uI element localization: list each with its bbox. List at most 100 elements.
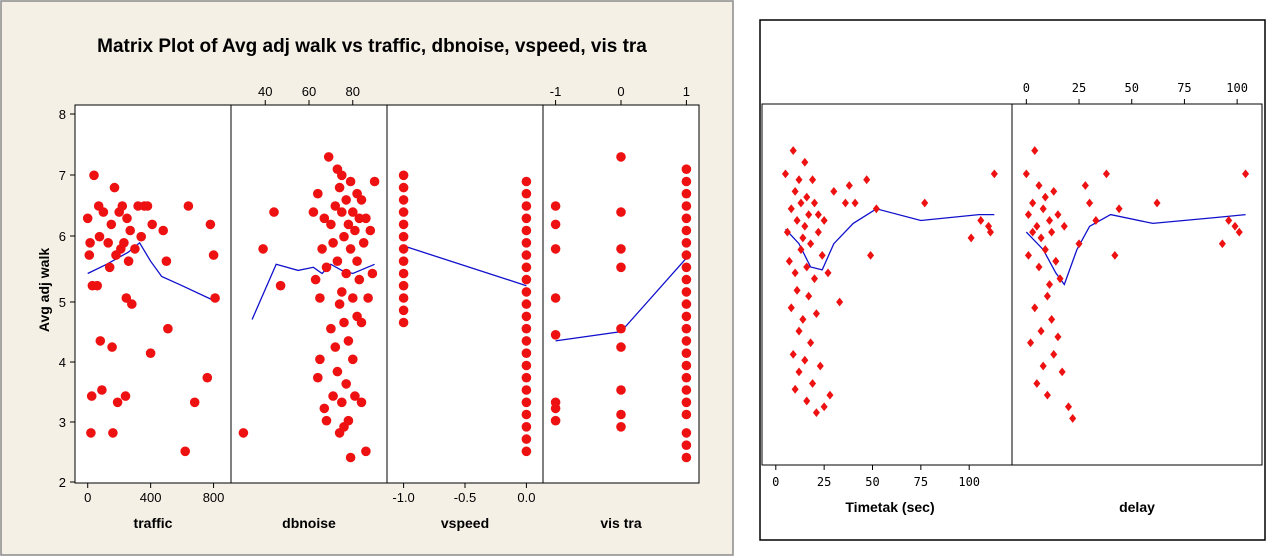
x-axis-label-traffic: traffic <box>134 515 173 531</box>
x-tick-label: 50 <box>1125 81 1139 95</box>
data-point <box>977 216 985 225</box>
data-point <box>783 227 791 237</box>
data-point <box>521 299 532 309</box>
data-point <box>681 250 692 260</box>
data-point <box>1045 216 1054 225</box>
data-point <box>550 330 561 340</box>
data-point <box>785 256 793 266</box>
data-point <box>269 207 279 217</box>
data-point <box>1024 250 1032 260</box>
data-point <box>210 293 220 303</box>
data-point <box>807 239 815 249</box>
data-point <box>339 231 349 242</box>
data-point <box>550 244 561 254</box>
data-point <box>117 201 128 211</box>
data-point <box>799 315 807 324</box>
data-point <box>341 379 352 389</box>
data-point <box>1022 169 1030 179</box>
data-point <box>1035 181 1043 190</box>
data-point <box>521 348 532 359</box>
data-point <box>967 233 975 243</box>
data-point <box>367 268 378 279</box>
data-point <box>616 422 626 432</box>
data-point <box>323 152 334 162</box>
data-point <box>681 397 692 408</box>
data-point <box>681 274 692 285</box>
data-point <box>313 372 323 383</box>
data-point <box>95 336 106 346</box>
data-point <box>202 372 213 383</box>
data-point <box>319 403 330 414</box>
data-point <box>334 299 345 309</box>
data-point <box>1054 332 1062 342</box>
data-point <box>94 231 105 242</box>
data-point <box>521 323 532 334</box>
data-point <box>1033 379 1041 388</box>
x-tick-label: -1.0 <box>392 490 414 505</box>
y-axis-label: Avg adj walk <box>36 248 52 333</box>
data-point <box>398 195 409 205</box>
data-point <box>681 385 692 395</box>
data-point <box>147 219 157 230</box>
data-point <box>1056 274 1064 284</box>
data-point <box>801 157 809 167</box>
data-point <box>1048 227 1056 237</box>
data-point <box>1027 338 1035 348</box>
data-point <box>334 182 345 193</box>
data-point <box>82 213 93 224</box>
data-point <box>106 219 117 230</box>
data-point <box>830 186 838 196</box>
y-tick-label: 3 <box>59 415 66 430</box>
x-tick-label: 80 <box>346 84 360 99</box>
data-point <box>521 446 532 457</box>
data-point <box>361 213 371 224</box>
data-point <box>330 201 341 211</box>
data-point <box>616 323 626 334</box>
data-point <box>85 238 95 248</box>
data-point <box>122 213 132 224</box>
data-point <box>681 176 692 187</box>
data-point <box>521 422 532 432</box>
data-point <box>1081 181 1089 190</box>
data-point <box>681 323 692 334</box>
data-point <box>812 309 820 319</box>
data-point <box>795 175 803 185</box>
data-point <box>616 244 626 254</box>
data-point <box>616 207 626 217</box>
data-point <box>163 323 173 334</box>
data-point <box>521 385 532 395</box>
data-point <box>89 170 99 181</box>
data-point <box>345 244 356 254</box>
data-point <box>398 256 409 267</box>
data-point <box>521 176 532 187</box>
data-point <box>341 195 352 205</box>
data-point <box>791 186 799 196</box>
data-point <box>789 146 797 155</box>
data-point <box>321 262 332 273</box>
data-point <box>681 225 692 236</box>
x-tick-label: 400 <box>140 490 162 505</box>
x-tick-label: -1 <box>550 84 562 99</box>
data-point <box>681 213 692 224</box>
data-point <box>1075 239 1083 249</box>
data-point <box>127 299 137 309</box>
data-point <box>681 348 692 359</box>
data-point <box>1086 198 1094 208</box>
data-point <box>119 238 129 248</box>
x-tick-label: -0.5 <box>454 490 476 505</box>
data-point <box>863 175 871 185</box>
data-point <box>348 293 358 303</box>
data-point <box>521 397 532 408</box>
data-point <box>521 409 532 420</box>
lowess-smoother-line <box>1025 213 1246 286</box>
data-point <box>793 216 801 225</box>
panel-delay: 0 25 50 75 100 <box>1022 81 1250 423</box>
data-point <box>1039 204 1047 214</box>
data-point <box>350 391 360 401</box>
data-point <box>521 238 532 248</box>
x-tick-label: 25 <box>1072 81 1086 95</box>
data-point <box>1153 198 1161 208</box>
data-point <box>616 409 626 420</box>
data-point <box>820 216 828 225</box>
data-point <box>681 287 692 297</box>
